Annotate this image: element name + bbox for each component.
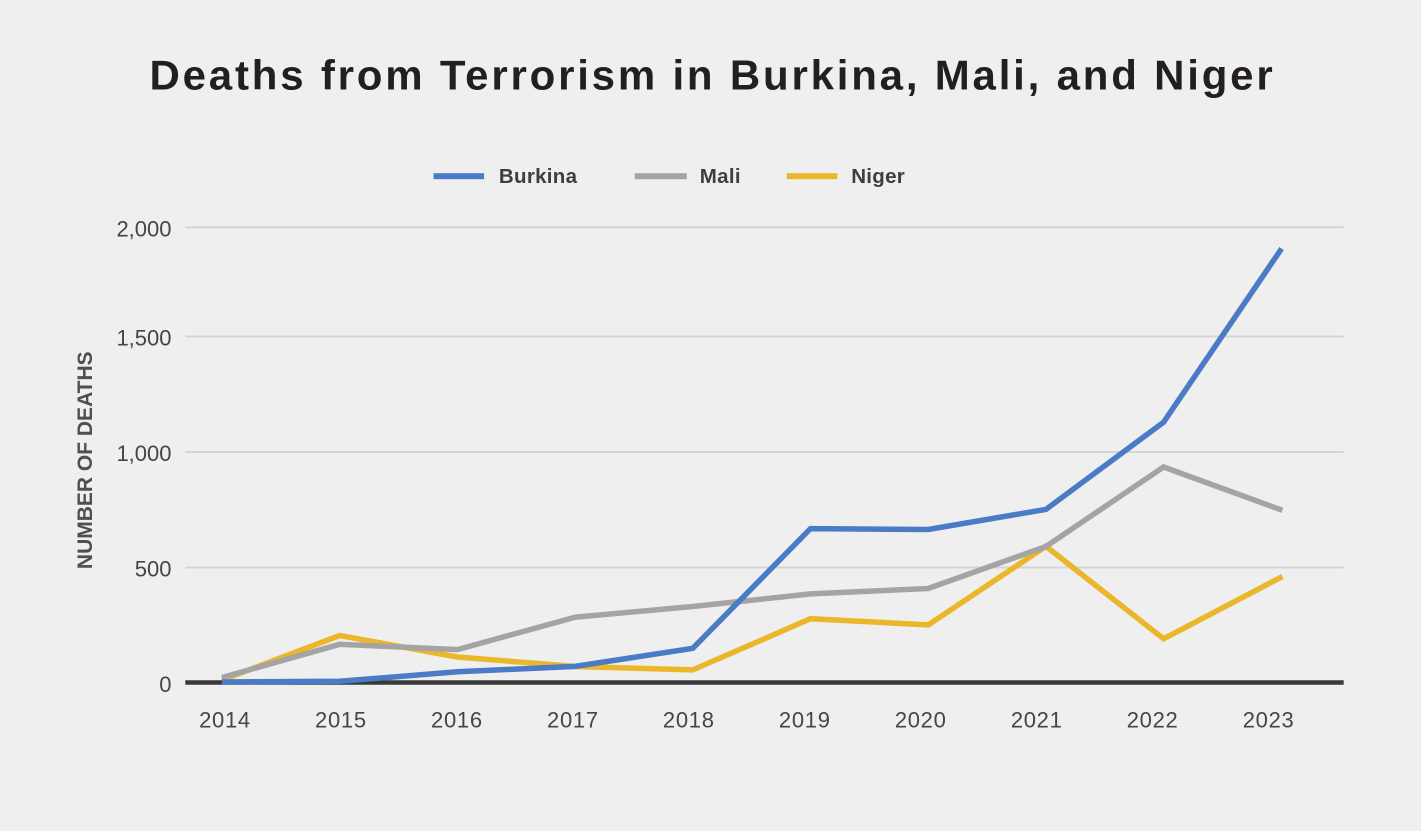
svg-text:2020: 2020 [895,707,947,732]
svg-text:2019: 2019 [779,707,831,732]
svg-text:2016: 2016 [431,707,483,732]
svg-text:1,500: 1,500 [116,326,171,351]
svg-text:2017: 2017 [547,707,599,732]
svg-text:2018: 2018 [663,707,715,732]
svg-text:2,000: 2,000 [116,216,171,241]
svg-text:Burkina: Burkina [499,165,578,188]
svg-text:0: 0 [159,672,171,697]
svg-text:Niger: Niger [851,165,905,188]
svg-text:500: 500 [135,557,172,582]
svg-text:2023: 2023 [1243,707,1295,732]
svg-text:2014: 2014 [199,707,251,732]
svg-text:1,000: 1,000 [116,441,171,466]
svg-text:2021: 2021 [1011,707,1063,732]
svg-text:NUMBER OF DEATHS: NUMBER OF DEATHS [74,351,97,569]
svg-text:Mali: Mali [700,165,741,188]
svg-text:Deaths from Terrorism in Burki: Deaths from Terrorism in Burkina, Mali, … [150,52,1276,99]
svg-text:2015: 2015 [315,707,367,732]
svg-text:2022: 2022 [1127,707,1179,732]
